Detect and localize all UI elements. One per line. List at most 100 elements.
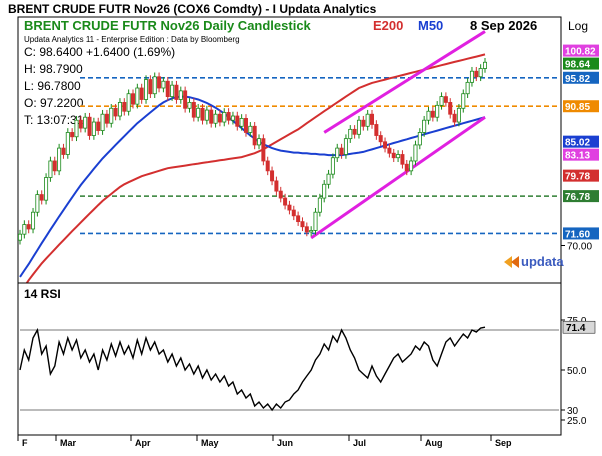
candle-body: [174, 84, 179, 100]
info-open: O: 97.2200: [24, 96, 84, 110]
candle-body: [400, 154, 405, 165]
candle-body: [430, 110, 435, 118]
time-tick-label: Aug: [425, 438, 443, 448]
candle-body: [409, 160, 414, 172]
info-low: L: 96.7800: [24, 79, 81, 93]
candle-body: [270, 170, 275, 182]
price-value-badge: [563, 190, 599, 203]
price-value-badge: [563, 135, 599, 148]
price-chart-title: BRENT CRUDE FUTR Nov26 Daily Candlestick: [24, 18, 312, 33]
channel-line-1: [310, 115, 486, 240]
price-tick-label: 70.00: [567, 242, 592, 253]
time-tick-label: Jul: [353, 438, 366, 448]
candle-body: [78, 119, 83, 129]
candle-body: [26, 224, 31, 230]
window-title: BRENT CRUDE FUTR Nov26 (COX6 Comdty) - I…: [8, 2, 377, 16]
candle-body: [200, 107, 205, 121]
candle-body: [465, 81, 470, 95]
info-line-source: Updata Analytics 11 - Enterprise Edition…: [24, 35, 240, 44]
price-value-label: 76.78: [565, 192, 590, 203]
price-value-label: 71.60: [565, 229, 590, 240]
candle-body: [122, 102, 127, 112]
candle-body: [426, 110, 431, 121]
candle-body: [374, 124, 379, 136]
candle-body: [148, 79, 153, 95]
time-axis: F Mar Apr May Jun Jul Aug Sep: [17, 434, 561, 448]
candle-body: [157, 76, 162, 89]
candle-body: [165, 80, 170, 98]
candle-body: [274, 180, 279, 192]
time-tick-label: Sep: [495, 438, 512, 448]
price-value-badge: [563, 44, 599, 57]
price-value-label: 90.85: [565, 102, 590, 113]
candle-body: [96, 121, 101, 131]
candle-body: [343, 138, 348, 155]
candle-body: [74, 119, 79, 138]
candle-body: [482, 61, 487, 69]
rsi-tick-label: 30: [567, 406, 579, 417]
candle-body: [352, 128, 357, 135]
price-value-label: 85.02: [565, 138, 590, 149]
candle-body: [361, 119, 366, 127]
rsi-line: [19, 326, 486, 412]
candle-body: [239, 118, 244, 127]
candle-body: [48, 160, 53, 178]
candle-body: [309, 230, 314, 233]
rsi-series-group: [19, 326, 559, 412]
candle-body: [478, 68, 483, 78]
info-close: C: 98.6400 +1.6400 (1.69%): [24, 45, 175, 59]
candle-body: [65, 132, 70, 155]
candle-body: [422, 119, 427, 133]
candle-body: [104, 113, 109, 124]
price-value-label: 95.82: [565, 74, 590, 85]
updata-logo: updata: [504, 254, 564, 269]
candle-body: [404, 163, 409, 172]
candle-body: [139, 87, 144, 100]
candle-body: [317, 197, 322, 213]
m50-line: [19, 95, 486, 278]
rsi-value-badge: [562, 320, 596, 334]
candle-body: [130, 93, 135, 105]
candle-body: [370, 113, 375, 125]
candle-body: [204, 109, 209, 121]
e200-line: [19, 53, 486, 294]
candle-body: [396, 154, 401, 159]
rsi-tick-label: 25.0: [567, 416, 587, 427]
candle-body: [135, 87, 140, 105]
candle-body: [191, 102, 196, 118]
candle-body: [235, 115, 240, 127]
candle-body: [83, 116, 88, 129]
candle-body: [178, 90, 183, 100]
candle-body: [439, 96, 444, 106]
candle-body: [335, 147, 340, 159]
candle-body: [365, 113, 370, 127]
price-series-group: [17, 30, 559, 294]
time-tick-label: Mar: [60, 438, 77, 448]
candle-body: [291, 209, 296, 217]
candle-body: [117, 102, 122, 117]
candle-body: [461, 93, 466, 109]
candle-body: [265, 160, 270, 172]
candle-body: [222, 112, 227, 123]
candle-body: [283, 197, 288, 206]
candle-body: [248, 125, 253, 133]
candle-body: [326, 173, 331, 185]
candle-body: [230, 115, 235, 121]
candle-body: [57, 147, 62, 172]
candle-body: [170, 84, 175, 98]
candle-body: [39, 194, 44, 201]
candle-body: [113, 107, 118, 117]
updata-logo-text: updata: [521, 254, 564, 269]
rsi-title: 14 RSI: [24, 287, 61, 301]
candle-body: [243, 118, 248, 133]
candle-body: [91, 121, 96, 136]
price-value-label: 83.13: [565, 151, 590, 162]
candle-body: [17, 233, 22, 241]
candle-body: [456, 107, 461, 123]
candle-body: [161, 80, 166, 89]
price-value-label: 100.82: [565, 47, 596, 58]
candle-body: [391, 152, 396, 159]
candle-body: [187, 102, 192, 109]
price-value-badge: [563, 57, 599, 70]
